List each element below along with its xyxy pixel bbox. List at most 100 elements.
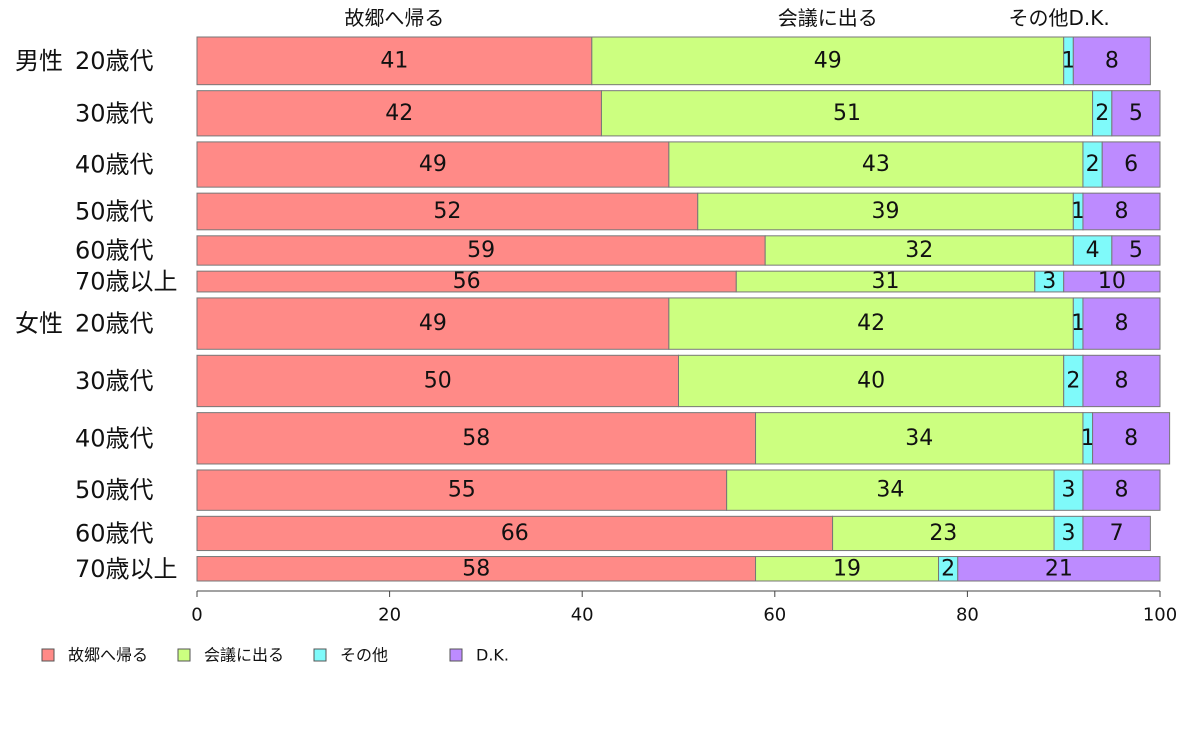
- bar-row: 59 32 4 5: [196, 235, 1161, 266]
- legend: 故郷へ帰る 会議に出る その他 D.K.: [41, 646, 509, 665]
- data-label: 31: [872, 269, 900, 294]
- bar-segment: [1082, 192, 1161, 231]
- top-label: 故郷へ帰る: [344, 6, 444, 30]
- bar-segment: [1101, 141, 1161, 188]
- bar-row: 58 19 2 21: [196, 556, 1161, 582]
- bar-segment: [1063, 270, 1161, 293]
- bar-segment: [196, 354, 679, 408]
- bar-segment: [668, 297, 1074, 350]
- x-tick-label: 0: [191, 605, 202, 626]
- data-label: 2: [1095, 101, 1109, 126]
- legend-item: その他: [313, 646, 388, 665]
- bar-row: 56 31 3 10: [196, 269, 1161, 294]
- row-label: 40歳代: [75, 151, 154, 179]
- legend-swatch: [313, 648, 327, 662]
- row-label: 60歳代: [75, 236, 154, 264]
- data-label: 8: [1114, 199, 1128, 224]
- top-label: その他: [1009, 6, 1069, 30]
- legend-swatch: [177, 648, 191, 662]
- bar-segment: [726, 469, 1055, 511]
- data-label: 3: [1062, 521, 1076, 546]
- bar-segment: [1053, 515, 1084, 552]
- data-label: 5: [1129, 238, 1143, 263]
- bar-segment: [678, 354, 1065, 408]
- data-label: 32: [905, 238, 933, 263]
- data-label: 58: [462, 556, 490, 581]
- bar-segment: [196, 141, 670, 188]
- data-label: 1: [1062, 48, 1076, 73]
- bar-segment: [1092, 412, 1171, 465]
- data-label: 43: [862, 152, 890, 177]
- data-label: 49: [419, 152, 447, 177]
- bar-segment: [1111, 235, 1161, 266]
- data-label: 8: [1114, 311, 1128, 336]
- data-label: 34: [905, 426, 933, 451]
- data-label: 49: [814, 48, 842, 73]
- group-label: 女性: [15, 310, 63, 338]
- row-label: 60歳代: [75, 519, 154, 547]
- data-label: 3: [1042, 269, 1056, 294]
- x-tick-label: 40: [571, 605, 594, 626]
- top-label: D.K.: [1069, 6, 1110, 30]
- data-label: 2: [1086, 152, 1100, 177]
- x-axis: 0 20 40 60 80 100: [191, 590, 1177, 626]
- bar-segment: [1082, 354, 1161, 408]
- bar-segment: [196, 297, 670, 350]
- data-label: 59: [467, 238, 495, 263]
- x-tick-label: 80: [956, 605, 979, 626]
- data-label: 42: [385, 101, 413, 126]
- bar-segment: [755, 556, 940, 582]
- bar-row: 50 40 2 8: [196, 354, 1161, 408]
- bar-segment: [1072, 36, 1151, 86]
- bar-segment: [591, 36, 1065, 86]
- bar-segment: [196, 515, 834, 552]
- group-label: 男性: [15, 47, 63, 75]
- data-label: 8: [1124, 426, 1138, 451]
- data-label: 6: [1124, 152, 1138, 177]
- data-label: 5: [1129, 101, 1143, 126]
- data-label: 56: [453, 269, 481, 294]
- data-label: 2: [1066, 368, 1080, 393]
- row-label: 20歳代: [75, 310, 154, 338]
- row-label: 50歳代: [75, 476, 154, 504]
- data-label: 7: [1110, 521, 1124, 546]
- legend-item: 会議に出る: [177, 646, 284, 665]
- data-label: 58: [462, 426, 490, 451]
- data-label: 1: [1071, 311, 1085, 336]
- row-label: 30歳代: [75, 99, 154, 127]
- data-label: 23: [929, 521, 957, 546]
- data-label: 34: [876, 478, 904, 503]
- bar-segment: [668, 141, 1084, 188]
- bar-row: 58 34 1 8: [196, 412, 1171, 465]
- bar-row: 41 49 1 8: [196, 36, 1151, 86]
- bar-segment: [196, 412, 757, 465]
- bar-segment: [1082, 297, 1161, 350]
- legend-swatch: [41, 648, 55, 662]
- data-label: 8: [1114, 478, 1128, 503]
- bar-row: 52 39 1 8: [196, 192, 1161, 231]
- row-label: 50歳代: [75, 197, 154, 225]
- row-label: 30歳代: [75, 367, 154, 395]
- data-label: 8: [1114, 368, 1128, 393]
- row-label: 70歳以上: [75, 555, 178, 583]
- bar-segment: [196, 556, 757, 582]
- legend-label: その他: [340, 646, 388, 665]
- data-label: 39: [872, 199, 900, 224]
- data-label: 42: [857, 311, 885, 336]
- bar-segment: [196, 192, 699, 231]
- bar-row: 49 42 1 8: [196, 297, 1161, 350]
- bar-segment: [1082, 515, 1151, 552]
- bar-segment: [755, 412, 1084, 465]
- top-label: 会議に出る: [778, 6, 878, 30]
- data-label: 52: [433, 199, 461, 224]
- data-label: 1: [1081, 426, 1095, 451]
- data-label: 40: [857, 368, 885, 393]
- legend-label: 故郷へ帰る: [68, 646, 148, 665]
- bar-row: 49 43 2 6: [196, 141, 1161, 188]
- legend-item: D.K.: [449, 646, 509, 665]
- data-label: 66: [501, 521, 529, 546]
- data-label: 1: [1071, 199, 1085, 224]
